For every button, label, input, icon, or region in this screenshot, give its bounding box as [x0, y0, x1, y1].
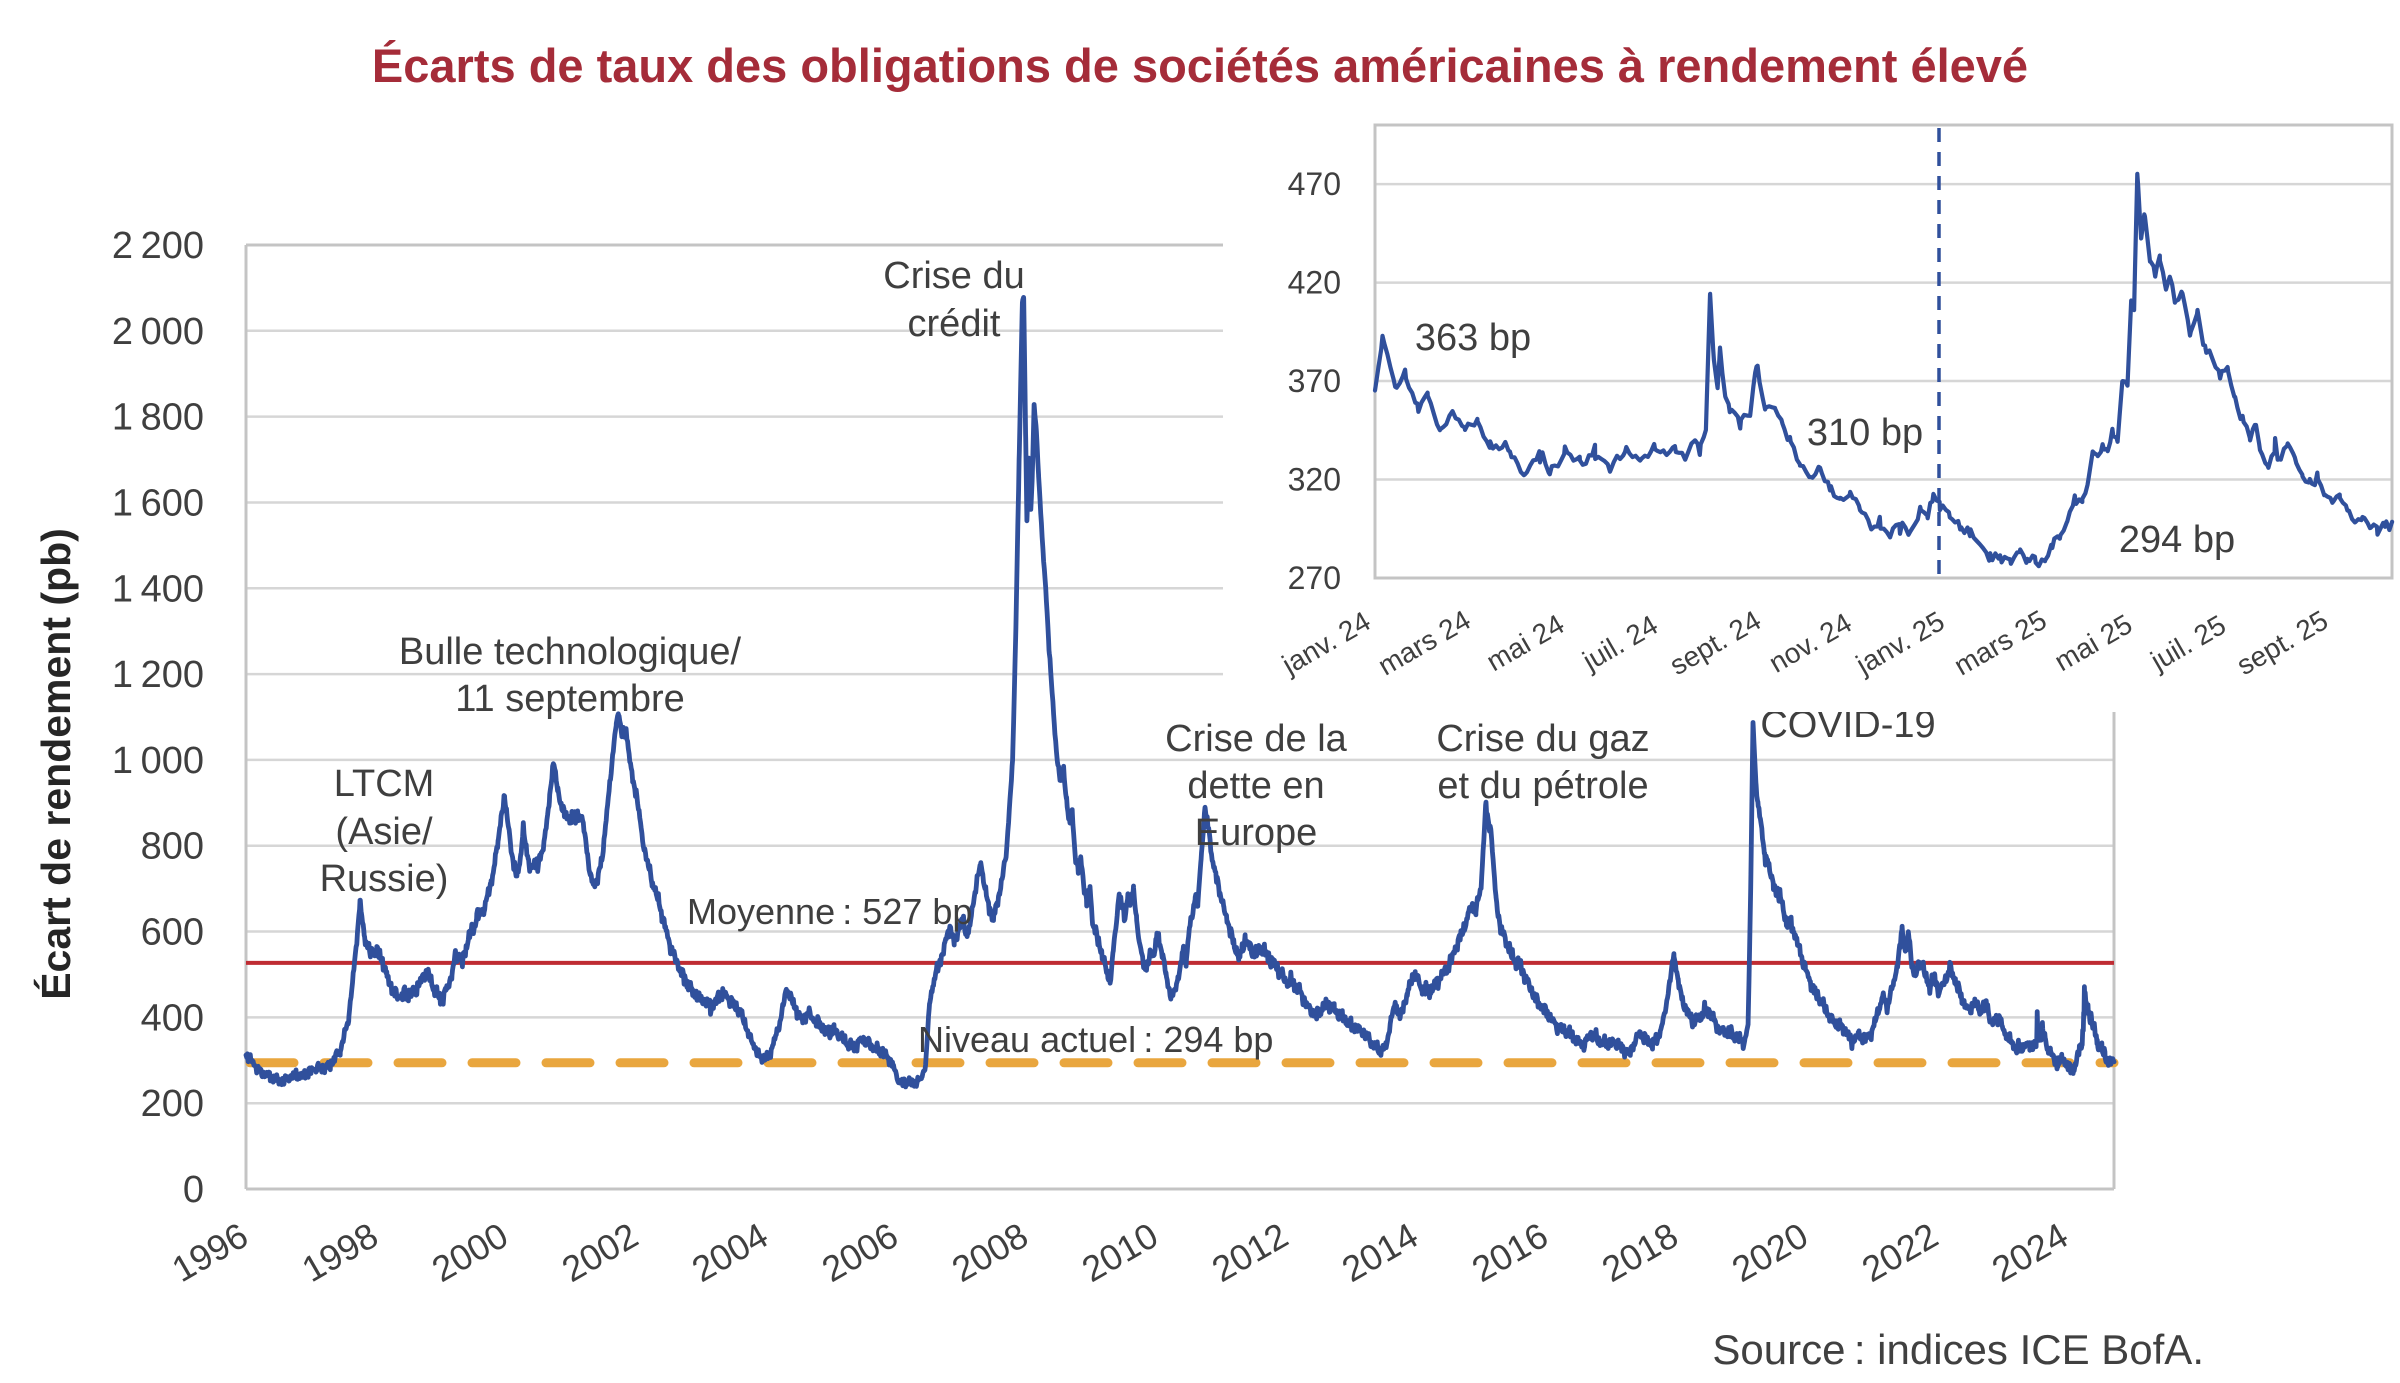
svg-text:2 000: 2 000: [112, 311, 204, 353]
svg-text:Bulle technologique/: Bulle technologique/: [399, 631, 742, 673]
svg-text:dette en: dette en: [1187, 765, 1324, 807]
svg-text:Écart de rendement (pb): Écart de rendement (pb): [33, 528, 79, 1000]
svg-text:294 bp: 294 bp: [2119, 519, 2235, 561]
svg-text:1 200: 1 200: [112, 654, 204, 696]
svg-text:Source : indices ICE BofA.: Source : indices ICE BofA.: [1712, 1326, 2204, 1373]
svg-text:Crise du: Crise du: [883, 255, 1025, 297]
svg-text:600: 600: [141, 912, 204, 954]
svg-text:11 septembre: 11 septembre: [455, 678, 685, 720]
svg-text:310 bp: 310 bp: [1807, 412, 1923, 454]
svg-text:320: 320: [1288, 462, 1341, 498]
svg-text:Crise du gaz: Crise du gaz: [1436, 718, 1649, 760]
svg-text:LTCM: LTCM: [334, 763, 435, 805]
svg-text:Niveau actuel : 294 bp: Niveau actuel : 294 bp: [918, 1019, 1273, 1060]
svg-text:Russie): Russie): [320, 858, 449, 900]
svg-text:1 800: 1 800: [112, 397, 204, 439]
svg-text:270: 270: [1288, 560, 1341, 596]
svg-text:420: 420: [1288, 265, 1341, 301]
svg-text:470: 470: [1288, 166, 1341, 202]
svg-text:2 200: 2 200: [112, 225, 204, 267]
svg-text:(Asie/: (Asie/: [335, 811, 433, 853]
svg-text:400: 400: [141, 997, 204, 1039]
svg-text:1 400: 1 400: [112, 568, 204, 610]
svg-text:crédit: crédit: [908, 303, 1001, 345]
svg-text:800: 800: [141, 826, 204, 868]
svg-text:200: 200: [141, 1083, 204, 1125]
svg-text:370: 370: [1288, 363, 1341, 399]
svg-text:Europe: Europe: [1195, 812, 1318, 854]
svg-text:363 bp: 363 bp: [1415, 317, 1531, 359]
svg-text:1 000: 1 000: [112, 740, 204, 782]
svg-text:Crise de la: Crise de la: [1165, 718, 1347, 760]
svg-text:1 600: 1 600: [112, 483, 204, 525]
svg-text:Moyenne : 527 bp: Moyenne : 527 bp: [687, 891, 972, 932]
svg-text:et du pétrole: et du pétrole: [1437, 765, 1648, 807]
svg-text:Écarts de taux des obligations: Écarts de taux des obligations de sociét…: [372, 39, 2028, 92]
svg-text:0: 0: [183, 1169, 204, 1211]
